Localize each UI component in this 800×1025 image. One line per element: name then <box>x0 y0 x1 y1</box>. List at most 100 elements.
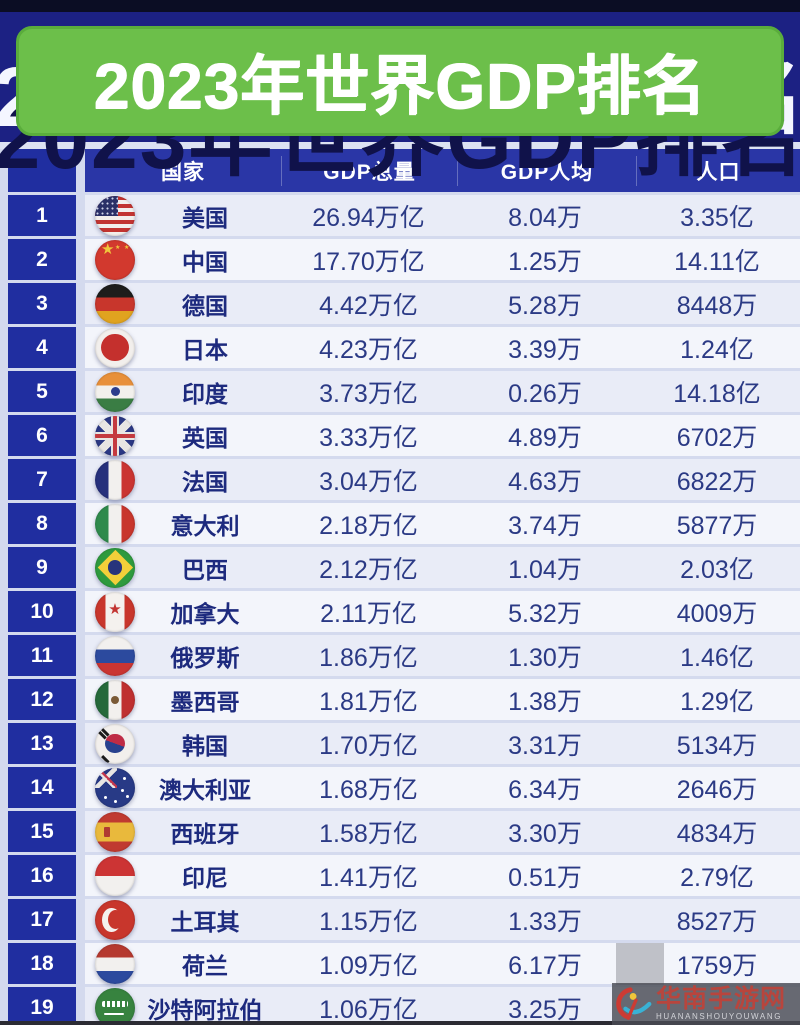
gdp-per-capita-value: 4.63万 <box>508 467 582 496</box>
flag-france-icon <box>95 459 135 500</box>
country-name: 西班牙 <box>170 820 240 847</box>
table-body: 1 美国 26.94万亿 8.04万 3.35亿 2 中国 <box>8 195 800 1025</box>
population-value: 2.03亿 <box>680 555 754 584</box>
rank-cell: 19 <box>8 987 76 1025</box>
row-body: 印度 3.73万亿 0.26万 14.18亿 <box>85 371 800 412</box>
row-body: 澳大利亚 1.68万亿 6.34万 2646万 <box>85 767 800 808</box>
rank-number: 16 <box>30 863 54 887</box>
rank-cell: 18 <box>8 943 76 984</box>
rank-number: 1 <box>36 203 48 227</box>
gdp-per-capita-value: 0.26万 <box>508 379 582 408</box>
rank-cell: 9 <box>8 547 76 588</box>
flag-indonesia-icon <box>95 855 135 896</box>
table-row: 3 德国 4.42万亿 5.28万 8448万 <box>8 283 800 324</box>
country-cell: 印度 <box>85 371 281 412</box>
rank-number: 13 <box>30 731 54 755</box>
rank-cell: 3 <box>8 283 76 324</box>
country-cell: 沙特阿拉伯 <box>85 987 281 1025</box>
rank-cell: 6 <box>8 415 76 456</box>
col-header-gdp-per-capita: GDP人均 <box>457 155 636 186</box>
gdp-total-value: 1.41万亿 <box>319 863 418 892</box>
gdp-total-value: 3.73万亿 <box>319 379 418 408</box>
row-body: 俄罗斯 1.86万亿 1.30万 1.46亿 <box>85 635 800 676</box>
watermark-site-name: 华南手游网 <box>656 985 787 1013</box>
country-cell: 澳大利亚 <box>85 767 281 808</box>
country-name: 巴西 <box>182 556 228 583</box>
rank-cell: 14 <box>8 767 76 808</box>
country-name: 意大利 <box>170 512 240 539</box>
row-body: 印尼 1.41万亿 0.51万 2.79亿 <box>85 855 800 896</box>
population-value: 8448万 <box>676 291 758 320</box>
row-body: 墨西哥 1.81万亿 1.38万 1.29亿 <box>85 679 800 720</box>
row-body: 意大利 2.18万亿 3.74万 5877万 <box>85 503 800 544</box>
population-value: 4834万 <box>676 819 758 848</box>
table-row: 1 美国 26.94万亿 8.04万 3.35亿 <box>8 195 800 236</box>
gdp-total-value: 4.23万亿 <box>319 335 418 364</box>
watermark-logo-icon <box>616 987 652 1020</box>
gdp-total-value: 1.68万亿 <box>319 775 418 804</box>
rank-cell: 17 <box>8 899 76 940</box>
rank-number: 4 <box>36 335 48 359</box>
population-value: 5134万 <box>676 731 758 760</box>
title-banner: 2023年世界GDP排名 <box>16 26 784 136</box>
population-value: 1.29亿 <box>680 687 754 716</box>
flag-saudi-arabia-icon <box>95 987 135 1025</box>
flag-spain-icon <box>95 811 135 852</box>
country-cell: 俄罗斯 <box>85 635 281 676</box>
population-value: 14.18亿 <box>673 379 761 408</box>
population-value: 5877万 <box>676 511 758 540</box>
population-value: 2.79亿 <box>680 863 754 892</box>
row-body: 西班牙 1.58万亿 3.30万 4834万 <box>85 811 800 852</box>
rank-number: 11 <box>30 643 54 667</box>
rank-number: 5 <box>36 379 48 403</box>
flag-russia-icon <box>95 635 135 676</box>
top-dark-strip <box>0 0 800 12</box>
table-row: 4 日本 4.23万亿 3.39万 1.24亿 <box>8 327 800 368</box>
flag-brazil-icon <box>95 547 135 588</box>
country-name: 沙特阿拉伯 <box>147 996 263 1023</box>
table-row: 5 印度 3.73万亿 0.26万 14.18亿 <box>8 371 800 412</box>
col-header-gdp-total: GDP总量 <box>281 155 457 186</box>
rank-number: 9 <box>36 555 48 579</box>
country-name: 印尼 <box>182 864 228 891</box>
header-cells: 国家 GDP总量 GDP人均 人口 <box>85 149 800 192</box>
population-value: 6822万 <box>676 467 758 496</box>
country-cell: 意大利 <box>85 503 281 544</box>
gdp-total-value: 17.70万亿 <box>312 247 425 276</box>
country-cell: 加拿大 <box>85 591 281 632</box>
gdp-total-value: 1.86万亿 <box>319 643 418 672</box>
gdp-per-capita-value: 8.04万 <box>508 203 582 232</box>
gdp-total-value: 2.11万亿 <box>320 599 417 628</box>
table-row: 7 法国 3.04万亿 4.63万 6822万 <box>8 459 800 500</box>
table-row: 8 意大利 2.18万亿 3.74万 5877万 <box>8 503 800 544</box>
gdp-per-capita-value: 4.89万 <box>508 423 582 452</box>
country-cell: 韩国 <box>85 723 281 764</box>
gdp-per-capita-value: 5.32万 <box>508 599 582 628</box>
rank-number: 8 <box>36 511 48 535</box>
row-body: 英国 3.33万亿 4.89万 6702万 <box>85 415 800 456</box>
flag-australia-icon <box>95 767 135 808</box>
population-value: 3.35亿 <box>680 203 754 232</box>
page-title: 2023年世界GDP排名 <box>93 50 707 122</box>
population-value: 1.24亿 <box>680 335 754 364</box>
country-cell: 墨西哥 <box>85 679 281 720</box>
watermark-romanized: HUANANSHOUYOUWANG <box>656 1012 783 1021</box>
country-name: 土耳其 <box>170 908 240 935</box>
rank-number: 10 <box>30 599 54 623</box>
gdp-per-capita-value: 6.17万 <box>508 951 582 980</box>
row-body: 中国 17.70万亿 1.25万 14.11亿 <box>85 239 800 280</box>
country-name: 法国 <box>182 468 228 495</box>
country-name: 美国 <box>182 204 228 231</box>
country-name: 韩国 <box>182 732 228 759</box>
gdp-total-value: 3.33万亿 <box>319 423 418 452</box>
rank-cell: 5 <box>8 371 76 412</box>
flag-germany-icon <box>95 283 135 324</box>
country-name: 荷兰 <box>182 952 228 979</box>
table-row: 14 澳大利亚 1.68万亿 6.34万 2646万 <box>8 767 800 808</box>
country-cell: 美国 <box>85 195 281 236</box>
rank-number: 7 <box>36 467 48 491</box>
row-body: 土耳其 1.15万亿 1.33万 8527万 <box>85 899 800 940</box>
country-cell: 德国 <box>85 283 281 324</box>
gdp-total-value: 1.09万亿 <box>319 951 418 980</box>
country-cell: 荷兰 <box>85 943 281 984</box>
